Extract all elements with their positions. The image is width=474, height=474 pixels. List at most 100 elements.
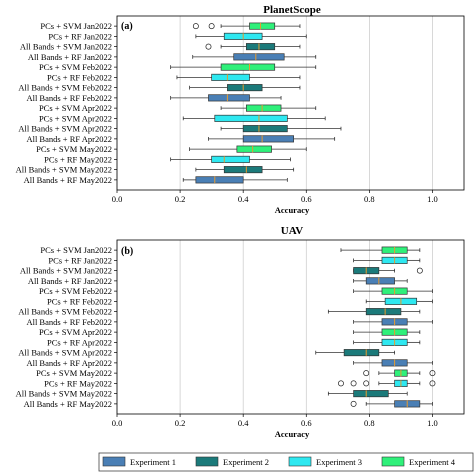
x-tick-label: 0.8 (364, 418, 375, 428)
category-label: PCs + RF Feb2022 (47, 296, 112, 306)
box-plot (353, 328, 421, 336)
x-tick-label: 0.4 (238, 418, 249, 428)
box-plot (353, 267, 423, 275)
grid-lines (116, 16, 433, 190)
box-plot (170, 63, 317, 71)
legend-swatch (288, 456, 312, 467)
outlier-point (338, 380, 344, 387)
box-iqr (220, 63, 276, 71)
outlier-point (205, 43, 212, 50)
x-tick-label: 0.8 (364, 194, 375, 204)
legend-label: Experiment 4 (409, 457, 456, 467)
box-plot (182, 176, 288, 184)
box-plot (205, 43, 301, 51)
plot-frame (116, 15, 465, 191)
category-label: All Bands + RF Feb2022 (26, 93, 112, 103)
category-label: All Bands + SVM Feb2022 (18, 83, 112, 93)
legend-swatch (195, 456, 219, 467)
box-iqr (214, 114, 288, 122)
legend-frame (98, 452, 474, 472)
box-plot (353, 277, 408, 285)
grid-lines (116, 240, 433, 414)
box-plot (353, 256, 421, 264)
box-iqr (223, 166, 263, 174)
legend-item: Experiment 4 (381, 456, 456, 467)
category-label: All Bands + SVM Apr2022 (18, 124, 112, 134)
outlier-point (429, 380, 436, 387)
x-tick-label: 1.0 (427, 418, 438, 428)
box-plot (195, 32, 307, 40)
category-label: PCs + SVM Jan2022 (40, 21, 112, 31)
box-iqr (245, 43, 276, 51)
box-plot (353, 338, 421, 346)
box-plot (353, 287, 433, 295)
outlier-point (208, 23, 215, 30)
x-tick-label: 1.0 (427, 194, 438, 204)
x-tick-label: 0.2 (175, 194, 186, 204)
legend-label: Experiment 1 (130, 457, 176, 467)
outlier-point (416, 267, 423, 274)
outlier-point (192, 23, 199, 30)
box-iqr (343, 349, 380, 357)
box-plot (192, 53, 317, 61)
outlier-point (429, 370, 436, 377)
box-plot (340, 246, 421, 254)
category-label: PCs + RF May2022 (44, 378, 112, 388)
category-label: All Bands + RF May2022 (24, 399, 112, 409)
box-iqr (365, 308, 402, 316)
box-iqr (353, 390, 389, 398)
category-label: PCs + RF Jan2022 (48, 31, 112, 41)
legend-label: Experiment 2 (223, 457, 269, 467)
panel-label: (b) (121, 246, 133, 257)
outlier-point (350, 380, 357, 387)
box-plot (170, 155, 291, 163)
box-plot (327, 390, 408, 398)
box-plot (220, 125, 342, 133)
x-tick-label: 0.6 (301, 194, 312, 204)
x-tick-label: 0.4 (238, 194, 249, 204)
category-label: All Bands + RF May2022 (24, 175, 112, 185)
plot-frame (116, 239, 465, 415)
category-label: PCs + SVM Jan2022 (40, 245, 112, 255)
box-iqr (236, 145, 272, 153)
box-plot (195, 166, 295, 174)
category-label: PCs + SVM May2022 (36, 144, 112, 154)
category-label: PCs + SVM May2022 (36, 368, 112, 378)
legend-swatch (381, 456, 405, 467)
box-plot (338, 379, 436, 387)
category-label: PCs + SVM Feb2022 (39, 62, 112, 72)
box-iqr (208, 94, 250, 102)
category-label: All Bands + SVM Apr2022 (18, 348, 112, 358)
box-plot (315, 349, 396, 357)
box-iqr (233, 53, 285, 61)
box-plot (182, 114, 326, 122)
box-iqr (211, 73, 250, 81)
panel-title: PlanetScope (263, 4, 321, 16)
legend-item: Experiment 2 (195, 456, 269, 467)
category-label: PCs + RF Feb2022 (47, 72, 112, 82)
legend-item: Experiment 1 (102, 456, 176, 467)
box-plot (365, 297, 433, 305)
box-plot (170, 94, 282, 102)
box-iqr (365, 277, 395, 285)
x-tick-label: 0.6 (301, 418, 312, 428)
category-label: PCs + RF May2022 (44, 154, 112, 164)
box-iqr (245, 104, 282, 112)
box-series (170, 22, 342, 184)
box-plot (192, 22, 301, 30)
category-label: PCs + SVM Apr2022 (39, 327, 112, 337)
legend-swatch (102, 456, 126, 467)
box-iqr (242, 135, 295, 143)
box-plot (176, 73, 301, 81)
category-label: All Bands + SVM Jan2022 (20, 266, 112, 276)
x-axis-label: Accuracy (275, 205, 310, 215)
outlier-point (350, 400, 357, 407)
panel-title: UAV (281, 225, 303, 237)
x-axis-label: Accuracy (275, 429, 310, 439)
box-plot (208, 135, 336, 143)
panel-label: (a) (121, 21, 133, 32)
category-label: All Bands + SVM Jan2022 (20, 42, 112, 52)
category-label: All Bands + RF Jan2022 (28, 276, 112, 286)
x-tick-label: 0.2 (175, 418, 186, 428)
